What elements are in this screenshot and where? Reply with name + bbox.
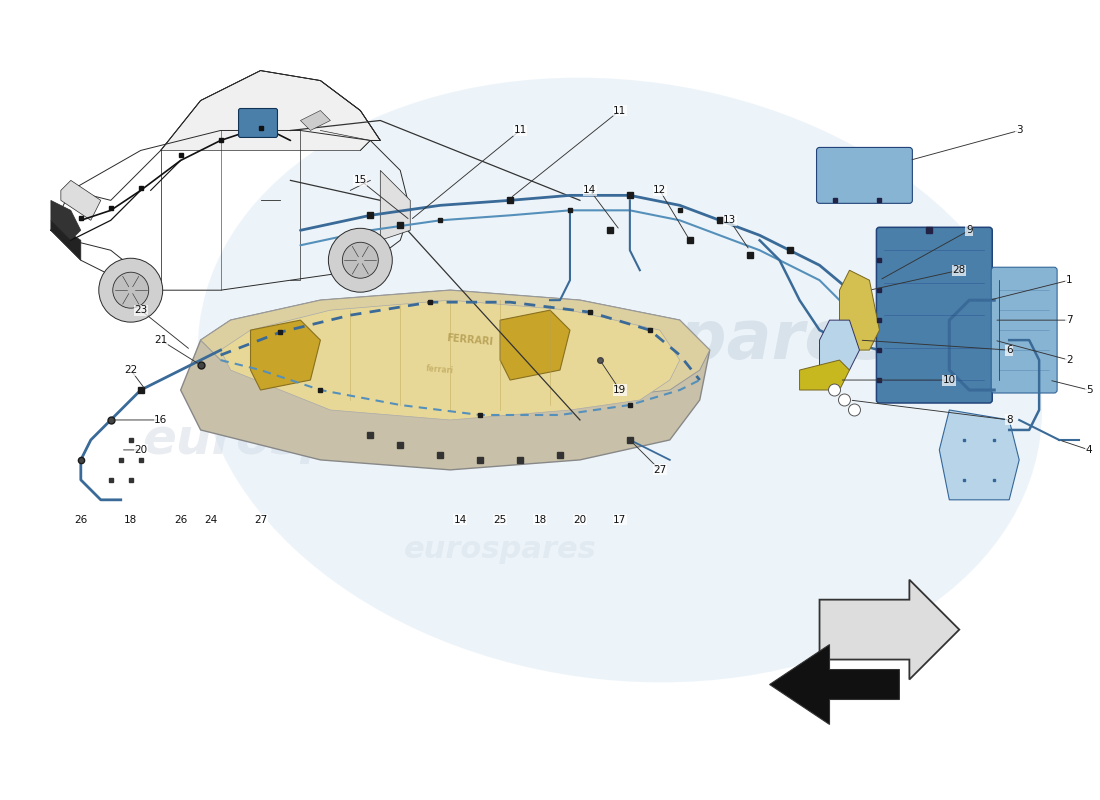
Text: 18: 18	[534, 514, 547, 525]
Text: eurospares: eurospares	[469, 307, 891, 373]
Polygon shape	[770, 645, 900, 725]
Text: 11: 11	[614, 106, 627, 115]
Circle shape	[113, 272, 148, 308]
Polygon shape	[820, 320, 859, 370]
Text: ferrari: ferrari	[426, 364, 454, 376]
Text: 10: 10	[943, 375, 956, 385]
Text: 3: 3	[1016, 126, 1023, 135]
FancyBboxPatch shape	[991, 267, 1057, 393]
Text: 24: 24	[204, 514, 217, 525]
Text: 13: 13	[723, 215, 736, 226]
Polygon shape	[200, 290, 710, 410]
FancyBboxPatch shape	[877, 227, 992, 403]
Circle shape	[848, 404, 860, 416]
Polygon shape	[800, 360, 849, 390]
Text: 23: 23	[134, 305, 147, 315]
Text: 28: 28	[953, 266, 966, 275]
FancyBboxPatch shape	[816, 147, 912, 203]
Text: 9: 9	[966, 226, 972, 235]
Text: 26: 26	[174, 514, 187, 525]
Polygon shape	[381, 170, 410, 240]
Text: 14: 14	[583, 186, 596, 195]
Circle shape	[329, 228, 393, 292]
Text: 15: 15	[354, 175, 367, 186]
FancyBboxPatch shape	[239, 109, 277, 138]
Circle shape	[828, 384, 840, 396]
Text: 1: 1	[1066, 275, 1072, 286]
Polygon shape	[820, 580, 959, 679]
Text: 17: 17	[614, 514, 627, 525]
Polygon shape	[500, 310, 570, 380]
Text: 27: 27	[254, 514, 267, 525]
Polygon shape	[60, 180, 101, 220]
Ellipse shape	[198, 78, 1042, 682]
Text: eurospares: eurospares	[404, 535, 596, 564]
Text: 20: 20	[573, 514, 586, 525]
Circle shape	[342, 242, 378, 278]
Text: 22: 22	[124, 365, 138, 375]
Polygon shape	[251, 320, 320, 390]
Text: 25: 25	[494, 514, 507, 525]
Text: 7: 7	[1066, 315, 1072, 325]
Text: 11: 11	[514, 126, 527, 135]
Polygon shape	[221, 300, 680, 420]
Text: 5: 5	[1086, 385, 1092, 395]
Text: eurospares: eurospares	[142, 416, 459, 464]
Text: 18: 18	[124, 514, 138, 525]
Polygon shape	[161, 70, 381, 150]
Text: 26: 26	[74, 514, 87, 525]
Text: 19: 19	[614, 385, 627, 395]
Polygon shape	[839, 270, 879, 350]
Text: 12: 12	[653, 186, 667, 195]
Polygon shape	[300, 110, 330, 130]
Text: 20: 20	[134, 445, 147, 455]
Text: 2: 2	[1066, 355, 1072, 365]
Polygon shape	[51, 220, 80, 260]
Circle shape	[99, 258, 163, 322]
Polygon shape	[51, 200, 80, 240]
Polygon shape	[939, 410, 1020, 500]
Text: 14: 14	[453, 514, 466, 525]
Text: 8: 8	[1005, 415, 1012, 425]
Polygon shape	[180, 290, 710, 470]
Text: 21: 21	[154, 335, 167, 345]
Text: FERRARI: FERRARI	[447, 333, 494, 347]
Text: 16: 16	[154, 415, 167, 425]
Text: 6: 6	[1005, 345, 1012, 355]
Text: 27: 27	[653, 465, 667, 475]
Text: 4: 4	[1086, 445, 1092, 455]
Circle shape	[838, 394, 850, 406]
